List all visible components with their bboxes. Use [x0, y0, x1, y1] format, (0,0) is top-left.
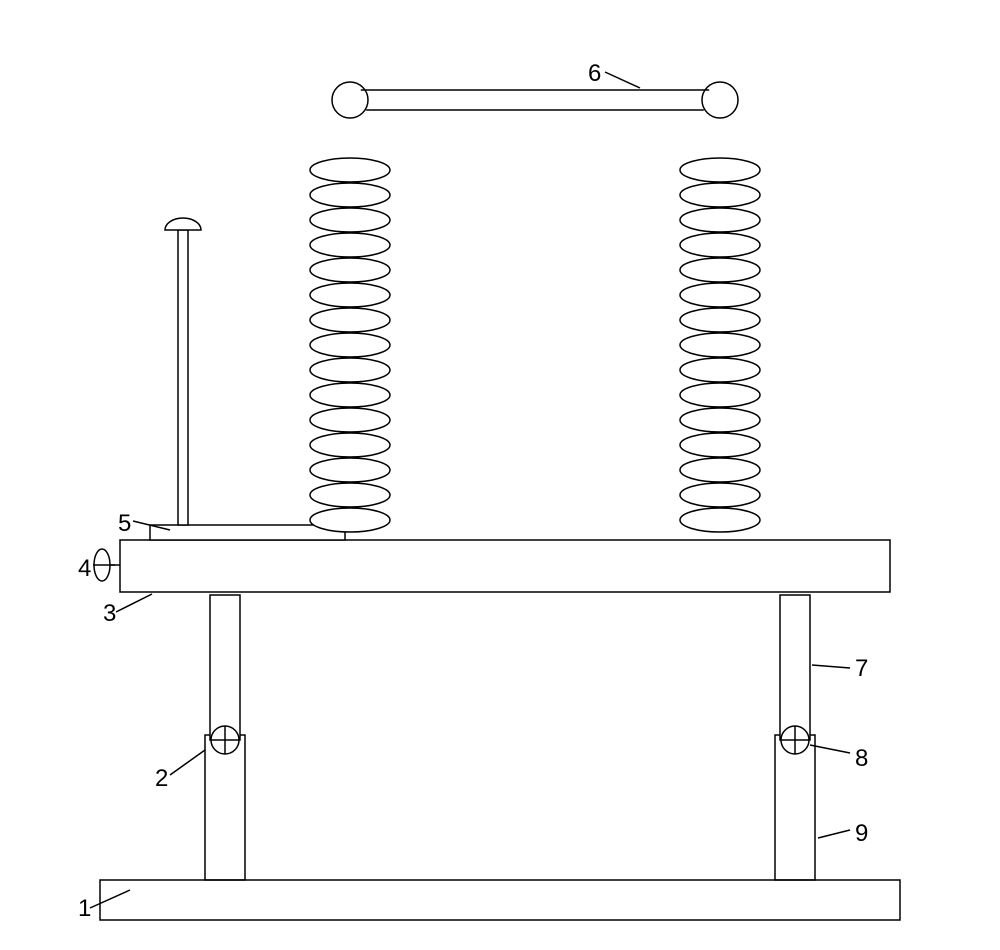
label-5: 5 [118, 510, 131, 538]
label-7: 7 [855, 655, 868, 683]
label-2: 2 [155, 765, 168, 793]
label-3: 3 [103, 600, 116, 628]
label-8: 8 [855, 745, 868, 773]
diagram-container: 1 2 345 6 7 8 9 [0, 0, 1000, 950]
label-6: 6 [588, 60, 601, 88]
label-1: 1 [78, 895, 91, 923]
label-4: 4 [78, 555, 91, 583]
technical-drawing [0, 0, 1000, 950]
label-9: 9 [855, 820, 868, 848]
